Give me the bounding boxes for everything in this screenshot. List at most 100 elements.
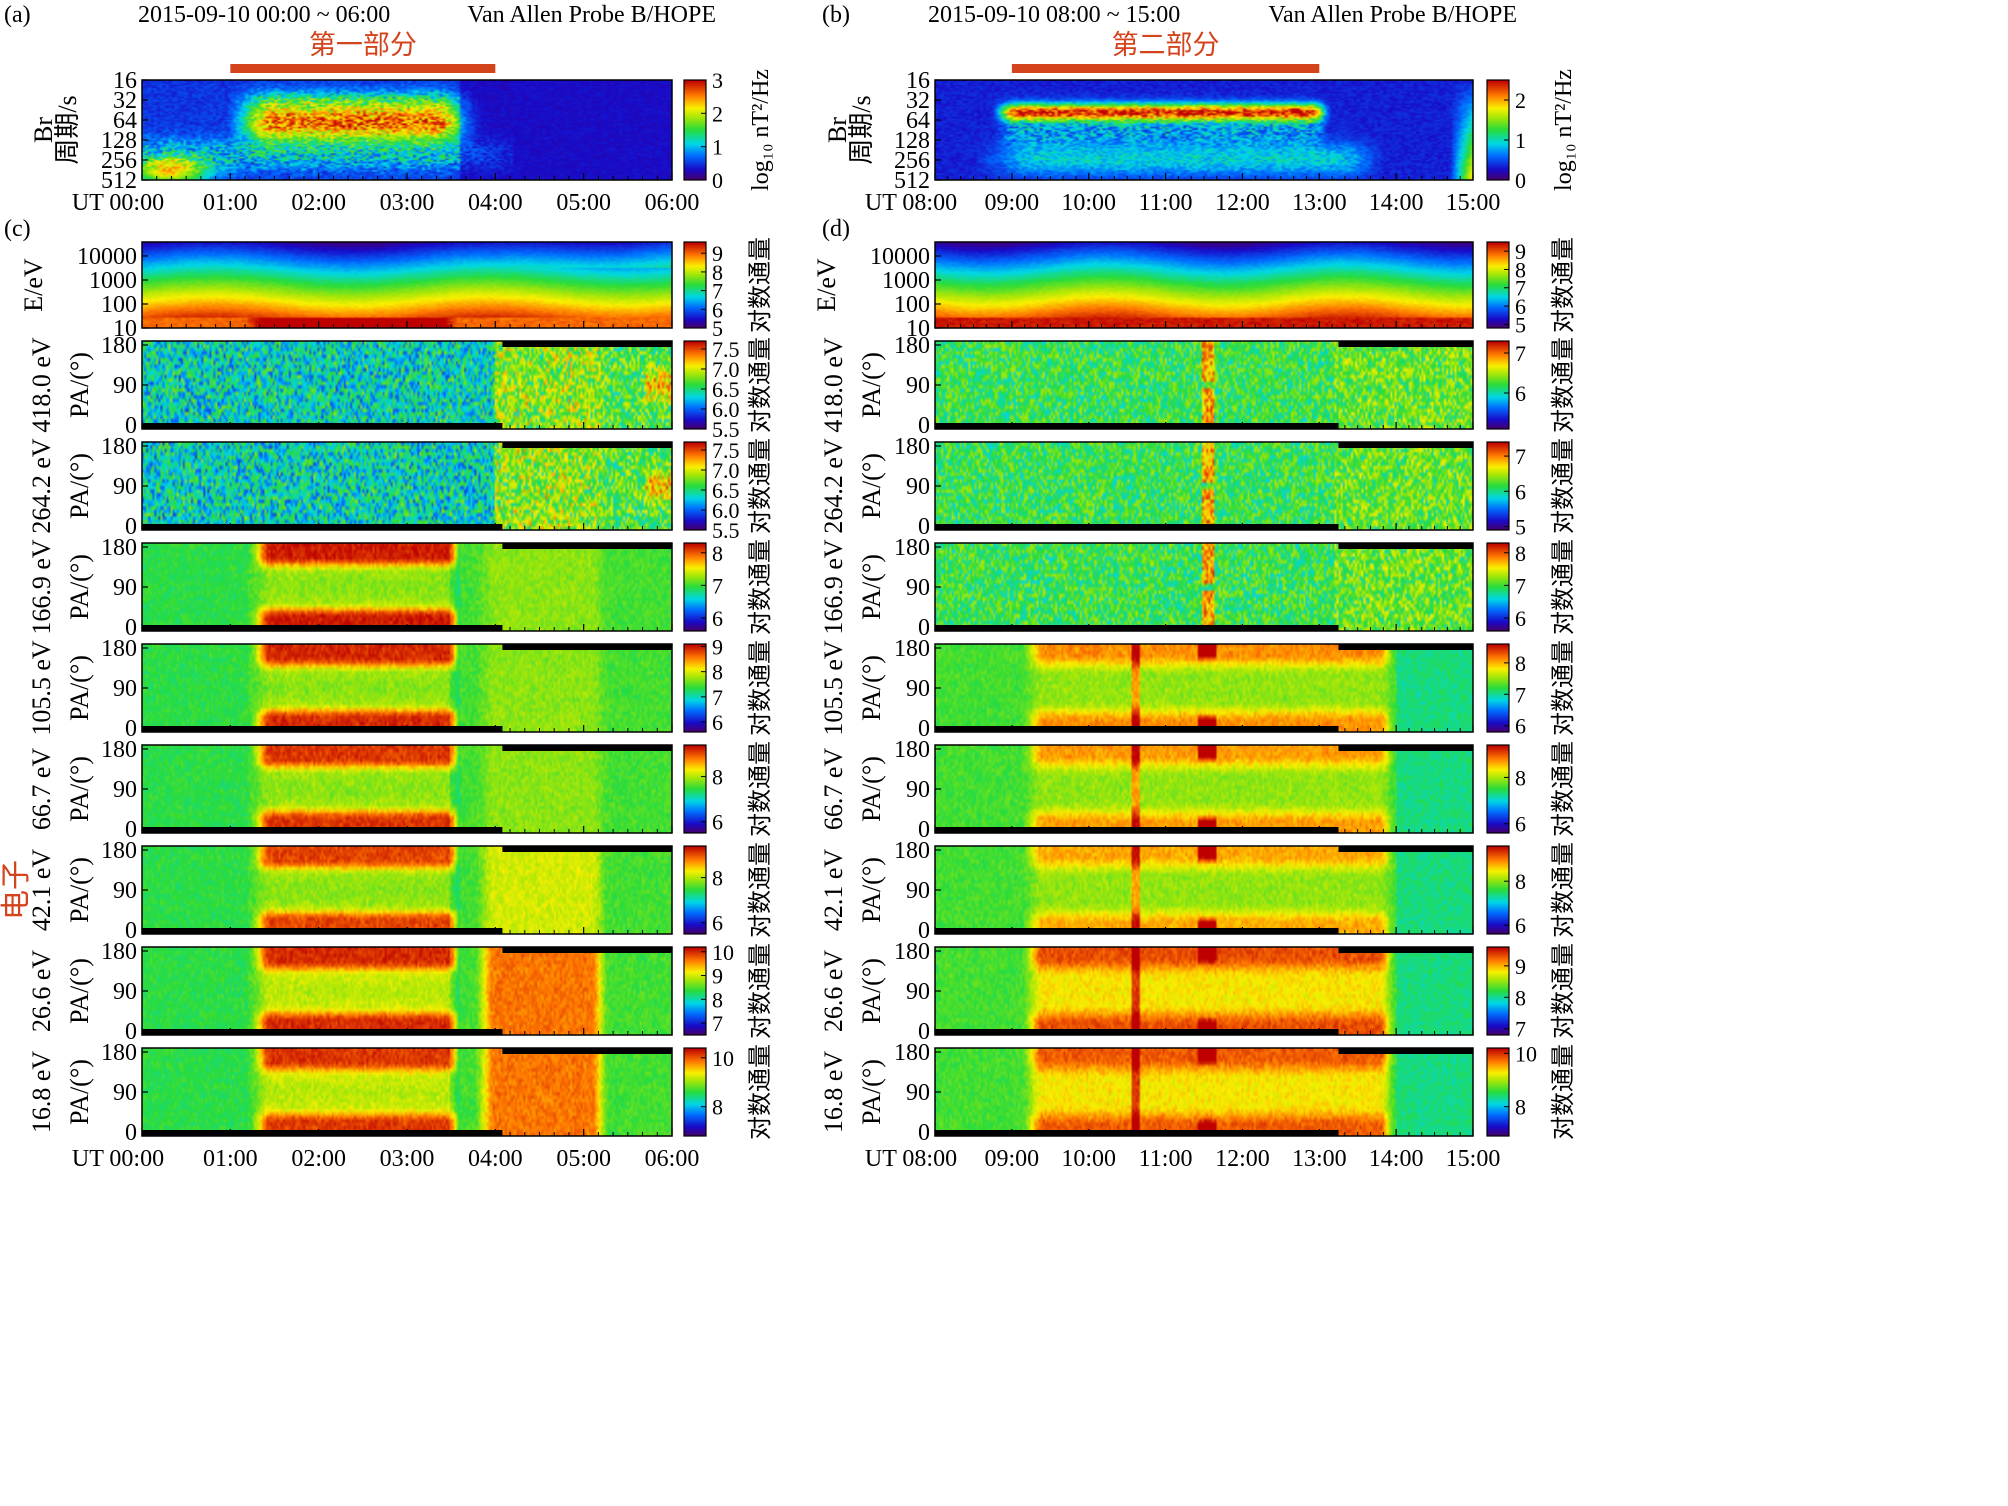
time-axis-tick-label: 11:00 xyxy=(1139,1146,1193,1172)
time-axis-tick-label: UT 00:00 xyxy=(72,190,164,216)
data-gap xyxy=(1338,1048,1473,1054)
flux-colorbar-label: 对数通量 xyxy=(747,741,774,837)
flux-colorbar-scale xyxy=(684,745,706,833)
data-gap xyxy=(502,1048,672,1054)
time-axis-tick-label: 09:00 xyxy=(985,190,1040,216)
pitch-angle-panel: 180 90 0 66.7 eV PA/(°) 6 8 对数通量 xyxy=(819,737,1577,843)
ylabel-pitch-angle: PA/(°) xyxy=(65,1059,94,1125)
flux-colorbar-tick-label: 8 xyxy=(712,660,723,685)
ylabel-pitch-angle: PA/(°) xyxy=(857,352,886,418)
flux-colorbar-tick-label: 9 xyxy=(1515,954,1526,979)
energy-channel-label: 66.7 eV xyxy=(819,748,848,831)
energy-axis-tick-label: 100 xyxy=(894,292,930,318)
energy-channel-label: 418.0 eV xyxy=(27,337,56,433)
flux-colorbar-tick-label: 7.5 xyxy=(712,438,740,463)
flux-colorbar-tick-label: 8 xyxy=(1515,869,1526,894)
flux-colorbar-tick-label: 6 xyxy=(1515,913,1526,938)
panel-title: 2015-09-10 08:00 ~ 15:00 xyxy=(928,2,1180,28)
pitch-angle-heatmap xyxy=(935,745,1473,833)
time-axis-tick-label: 01:00 xyxy=(203,190,258,216)
ylabel-period: 周期/s xyxy=(847,95,876,164)
pitch-angle-axis-tick-label: 180 xyxy=(101,1040,137,1066)
pitch-angle-axis-tick-label: 0 xyxy=(125,413,137,439)
flux-colorbar-scale xyxy=(1487,442,1509,530)
energy-axis-tick-label: 10 xyxy=(906,316,930,342)
flux-colorbar-frame xyxy=(1486,643,1510,733)
pitch-angle-axis-tick-label: 180 xyxy=(894,939,930,965)
flux-colorbar-tick-label: 6.5 xyxy=(712,377,740,402)
energy-channel-label: 16.8 eV xyxy=(819,1051,848,1134)
flux-colorbar-tick-label: 7 xyxy=(712,685,723,710)
pitch-angle-panel: 180 90 0 16.8 eV PA/(°) UT 00:00 01:00 02:00 03:… xyxy=(27,1040,774,1172)
flux-colorbar-tick-label: 7 xyxy=(1515,682,1526,707)
data-gap xyxy=(142,726,503,732)
ylabel-pitch-angle: PA/(°) xyxy=(857,958,886,1024)
data-gap xyxy=(1338,745,1473,751)
pitch-angle-panel: 180 90 0 105.5 eV PA/(°) 6 7 8 对数通量 xyxy=(819,636,1577,742)
ylabel-energy: E/eV xyxy=(812,258,841,312)
flux-colorbar-scale xyxy=(684,1048,706,1136)
side-label-electron: 电子 xyxy=(0,860,33,920)
pitch-angle-axis-tick-label: 90 xyxy=(906,979,930,1005)
data-gap xyxy=(935,928,1339,934)
data-gap xyxy=(142,928,503,934)
flux-colorbar-tick-label: 6 xyxy=(1515,479,1526,504)
data-gap xyxy=(935,1029,1339,1035)
time-axis-tick-label: 15:00 xyxy=(1446,1146,1501,1172)
pitch-angle-panel: 180 90 0 42.1 eV PA/(°) 6 8 对数通量 xyxy=(27,838,774,944)
pitch-angle-axis-tick-label: 90 xyxy=(113,474,137,500)
time-axis-tick-label: UT 08:00 xyxy=(865,1146,957,1172)
interval-bar xyxy=(1011,64,1320,73)
flux-colorbar-tick-label: 6 xyxy=(1515,812,1526,837)
flux-colorbar-label: 对数通量 xyxy=(747,539,774,635)
pitch-angle-heatmap xyxy=(935,644,1473,732)
pitch-angle-axis-tick-label: 0 xyxy=(918,1019,930,1045)
flux-colorbar-label: 对数通量 xyxy=(747,842,774,938)
pitch-angle-axis-tick-label: 90 xyxy=(906,777,930,803)
energy-channel-label: 418.0 eV xyxy=(819,337,848,433)
flux-colorbar-tick-label: 6 xyxy=(712,911,723,936)
flux-colorbar-frame xyxy=(683,643,707,733)
pitch-angle-heatmap xyxy=(935,442,1473,530)
flux-colorbar-tick-label: 8 xyxy=(1515,257,1526,282)
flux-colorbar-frame xyxy=(1486,241,1510,329)
data-gap xyxy=(142,1029,503,1035)
wavelet-panel-b: (b) 2015-09-10 08:00 ~ 15:00 Van Allen Pro… xyxy=(822,2,1577,216)
flux-colorbar-tick-label: 8 xyxy=(712,765,723,790)
time-axis-tick-label: 05:00 xyxy=(556,1146,611,1172)
flux-colorbar-tick-label: 6.0 xyxy=(712,397,740,422)
ylabel-pitch-angle: PA/(°) xyxy=(65,453,94,519)
pitch-angle-axis-tick-label: 180 xyxy=(894,838,930,864)
ylabel-pitch-angle: PA/(°) xyxy=(65,756,94,822)
data-gap xyxy=(502,745,672,751)
flux-colorbar-label: 对数通量 xyxy=(747,237,774,333)
period-axis-tick-label: 256 xyxy=(101,148,137,174)
wavelet-colorbar-tick-label: 1 xyxy=(712,135,723,160)
pitch-angle-axis-tick-label: 180 xyxy=(101,939,137,965)
flux-colorbar-tick-label: 7 xyxy=(712,573,723,598)
flux-colorbar-tick-label: 8 xyxy=(712,260,723,285)
energy-channel-label: 16.8 eV xyxy=(27,1051,56,1134)
flux-colorbar-tick-label: 8 xyxy=(1515,651,1526,676)
time-axis-tick-label: UT 08:00 xyxy=(865,190,957,216)
pitch-angle-heatmap xyxy=(935,1048,1473,1136)
pitch-angle-panel: 180 90 0 264.2 eV PA/(°) 5 6 7 对数通量 xyxy=(819,434,1577,540)
energy-channel-label: 264.2 eV xyxy=(27,438,56,534)
pitch-angle-axis-tick-label: 0 xyxy=(125,615,137,641)
time-axis-tick-label: 13:00 xyxy=(1292,190,1347,216)
data-gap xyxy=(502,846,672,852)
time-axis-tick-label: 03:00 xyxy=(380,190,435,216)
pitch-angle-heatmap xyxy=(142,341,672,429)
period-axis-tick-label: 128 xyxy=(101,128,137,154)
flux-colorbar-label: 对数通量 xyxy=(1550,539,1577,635)
flux-colorbar-tick-label: 6 xyxy=(1515,381,1526,406)
pitch-angle-heatmap xyxy=(142,947,672,1035)
flux-colorbar-scale xyxy=(1487,745,1509,833)
period-axis-tick-label: 512 xyxy=(894,168,930,194)
pitch-angle-axis-tick-label: 180 xyxy=(894,535,930,561)
data-gap xyxy=(935,524,1339,530)
wavelet-panel-a: (a) 2015-09-10 00:00 ~ 06:00 Van Allen Pro… xyxy=(4,2,774,216)
flux-colorbar-frame xyxy=(683,845,707,935)
panel-label: (b) xyxy=(822,2,850,28)
